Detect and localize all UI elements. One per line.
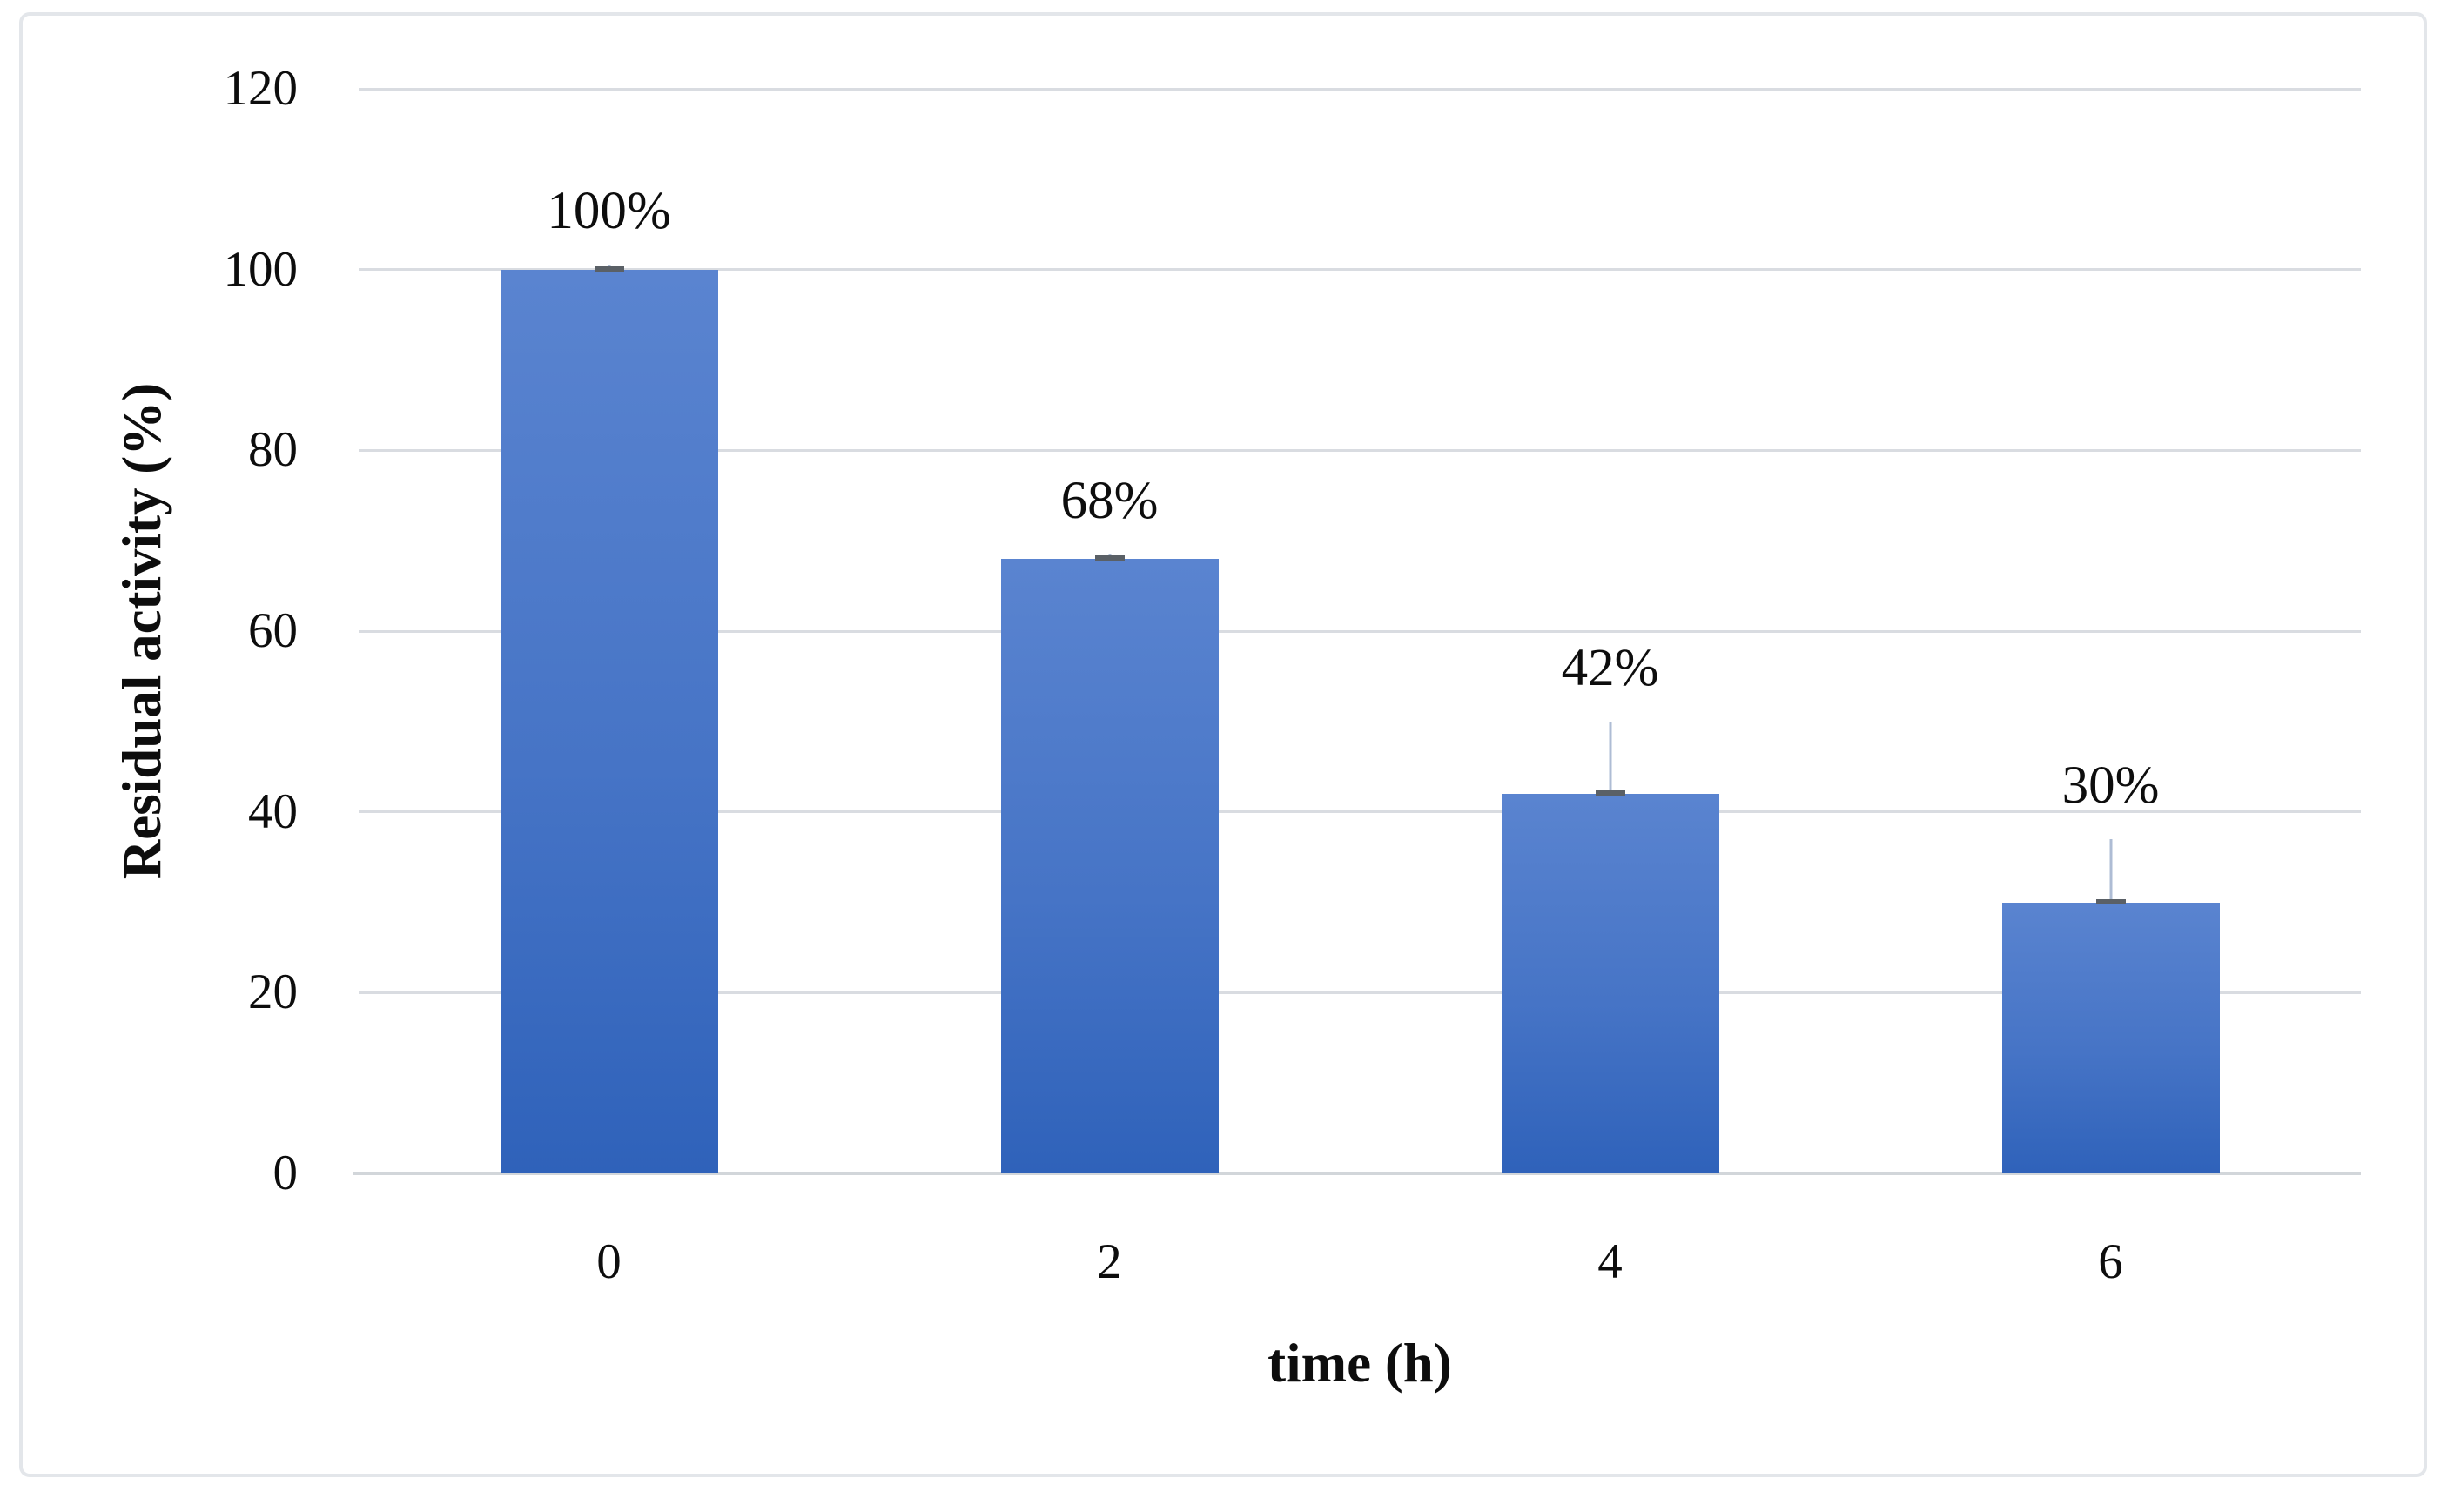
bar-4h xyxy=(1501,793,1719,1173)
gridline-y100 xyxy=(359,268,2361,272)
bar-slot-6: 30% xyxy=(1860,89,2361,1173)
data-label: 30% xyxy=(2061,756,2160,815)
error-bar-cap xyxy=(594,265,624,272)
y-tick-label: 80 xyxy=(248,422,298,478)
x-axis-title: time (h) xyxy=(1267,1333,1452,1394)
error-whisker xyxy=(1609,721,1611,794)
data-label: 100% xyxy=(547,182,671,241)
data-label: 68% xyxy=(1060,471,1159,530)
gridline-y60 xyxy=(359,629,2361,633)
x-axis-tick-labels: 0 2 4 6 xyxy=(359,1229,2361,1295)
error-whisker xyxy=(2109,838,2112,903)
y-tick-label: 120 xyxy=(223,61,299,116)
bar-0h xyxy=(500,269,718,1173)
y-tick-label: 20 xyxy=(248,964,298,1020)
error-bar-cap xyxy=(1595,790,1625,796)
y-tick-label: 40 xyxy=(248,783,298,839)
gridline-y120 xyxy=(359,87,2361,91)
error-bar-cap xyxy=(1094,554,1125,561)
bar-slot-0: 100% xyxy=(359,89,859,1173)
x-tick-label-0: 0 xyxy=(596,1234,622,1289)
y-tick-label: 100 xyxy=(223,241,299,297)
gridline-y20 xyxy=(359,991,2361,994)
bar-2h xyxy=(1000,558,1219,1173)
x-tick-label-2: 2 xyxy=(1097,1234,1122,1289)
bar-slot-4: 42% xyxy=(1360,89,1860,1173)
error-bar-cap xyxy=(2095,898,2126,904)
data-label: 42% xyxy=(1561,638,1659,697)
chart-outer-border xyxy=(19,12,2427,1477)
x-axis-line xyxy=(353,1172,2361,1175)
bar-6h xyxy=(2001,902,2220,1173)
gridline-y40 xyxy=(359,810,2361,814)
gridline-y80 xyxy=(359,448,2361,452)
x-tick-label-4: 4 xyxy=(1597,1234,1623,1289)
y-tick-label: 0 xyxy=(272,1146,299,1200)
plot-area: 100% 68% 42% 30% xyxy=(353,87,2361,1175)
bar-slot-2: 68% xyxy=(859,89,1360,1173)
bars-layer: 100% 68% 42% 30% xyxy=(359,89,2361,1173)
x-tick-label-6: 6 xyxy=(2098,1234,2123,1289)
y-tick-label: 60 xyxy=(248,603,298,658)
